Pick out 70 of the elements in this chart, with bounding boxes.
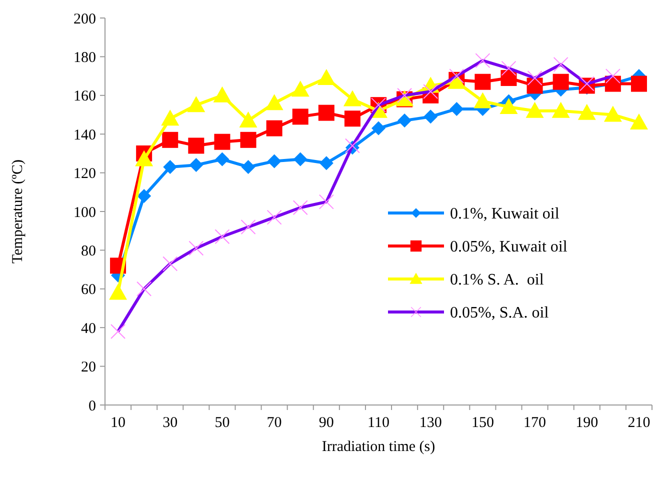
point — [240, 132, 256, 148]
x-tick-label: 10 — [110, 415, 126, 431]
point — [266, 120, 282, 136]
point — [630, 76, 647, 92]
y-axis-title: Temperature (ºC) — [10, 160, 26, 264]
point — [474, 74, 491, 90]
point — [604, 106, 622, 122]
y-tick-label: 140 — [74, 127, 96, 144]
point — [161, 110, 180, 126]
point — [214, 134, 230, 150]
point — [241, 160, 256, 174]
y-tick-label: 20 — [81, 360, 96, 376]
point — [319, 156, 334, 170]
point — [474, 92, 492, 108]
y-tick-label: 0 — [88, 398, 96, 414]
x-tick-label: 190 — [576, 415, 598, 431]
x-tick-label: 50 — [214, 415, 230, 431]
point — [500, 70, 517, 86]
point — [265, 94, 284, 110]
point — [500, 98, 518, 114]
point — [317, 68, 336, 85]
x-tick-label: 210 — [628, 415, 650, 431]
x-tick-label: 170 — [524, 415, 546, 431]
point — [213, 86, 232, 102]
point — [189, 158, 204, 172]
y-tick-label: 80 — [81, 243, 96, 260]
x-tick-label: 90 — [318, 415, 334, 431]
point — [343, 90, 362, 106]
point — [292, 108, 308, 125]
point — [137, 189, 152, 204]
x-tick-label: 150 — [471, 415, 494, 431]
point — [163, 160, 178, 174]
point — [450, 102, 464, 116]
point — [239, 112, 258, 128]
point — [267, 154, 282, 168]
y-tick-label: 100 — [74, 204, 96, 221]
legend-label: 0.05%, S.A. oil — [450, 304, 550, 322]
point — [578, 104, 596, 120]
point — [424, 110, 438, 124]
point — [135, 150, 154, 166]
y-tick-label: 120 — [74, 166, 96, 182]
point — [162, 132, 178, 148]
x-tick-label: 70 — [266, 415, 282, 431]
point — [109, 284, 128, 300]
point — [293, 152, 308, 166]
point — [526, 102, 544, 118]
legend-label: 0.05%, Kuwait oil — [450, 238, 568, 256]
y-tick-label: 200 — [74, 11, 96, 28]
point — [552, 74, 569, 90]
y-tick-label: 40 — [81, 320, 96, 337]
point — [291, 80, 310, 97]
x-tick-label: 110 — [368, 415, 390, 431]
point — [344, 110, 360, 127]
y-tick-label: 60 — [81, 282, 96, 298]
point — [398, 114, 412, 128]
legend-label: 0.1%, Kuwait oil — [450, 206, 560, 223]
point — [526, 78, 543, 94]
y-tick-label: 160 — [74, 88, 96, 105]
x-axis-title: Irradiation time (s) — [322, 439, 436, 455]
point — [372, 121, 386, 136]
point — [318, 104, 334, 121]
point — [215, 152, 230, 166]
point — [188, 138, 204, 154]
legend-label: 0.1% S. A. oil — [450, 272, 544, 289]
point — [630, 113, 648, 130]
point — [552, 102, 570, 118]
point — [187, 96, 206, 112]
x-tick-label: 30 — [162, 415, 178, 431]
x-tick-label: 130 — [419, 415, 442, 431]
y-tick-label: 180 — [74, 50, 96, 66]
